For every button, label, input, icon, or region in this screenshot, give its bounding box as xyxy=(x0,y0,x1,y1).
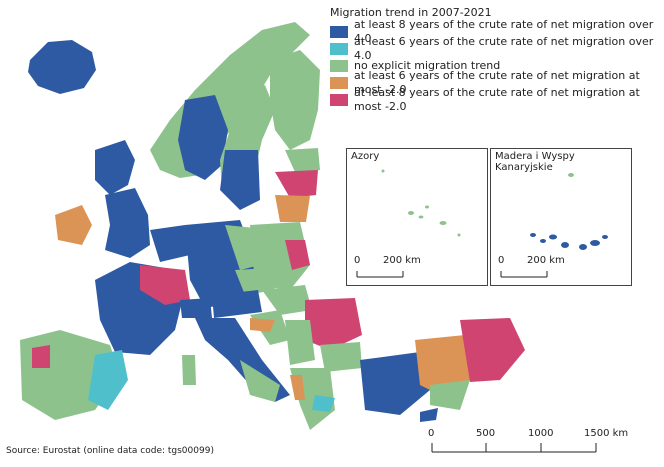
map-legend: Migration trend in 2007-2021 at least 8 … xyxy=(330,6,664,113)
inset-canaries-islands xyxy=(500,173,608,278)
inset-title: Madera i Wyspy Kanaryjskie xyxy=(495,151,575,173)
source-note: Source: Eurostat (online data code: tgs0… xyxy=(6,446,214,456)
region-norway-south xyxy=(178,95,228,180)
region-attica xyxy=(312,395,335,412)
region-serbia xyxy=(285,320,315,365)
region-iceland xyxy=(28,40,96,94)
region-poland-east xyxy=(285,240,310,270)
region-ireland xyxy=(55,205,92,245)
region-finland xyxy=(270,50,320,150)
region-turkey-south xyxy=(430,380,470,410)
legend-swatch xyxy=(330,42,348,55)
region-czechia xyxy=(235,268,275,295)
scale-label-0: 0 xyxy=(428,428,435,439)
legend-item: at least 6 years of the crute rate of ne… xyxy=(330,35,664,62)
inset-azores: Azory 0 200 km xyxy=(346,148,488,286)
region-spain-east xyxy=(88,350,128,410)
legend-swatch xyxy=(330,59,348,72)
region-turkey-central xyxy=(415,335,470,395)
region-turkey-west xyxy=(360,352,430,415)
region-estonia xyxy=(285,148,320,172)
region-bulgaria xyxy=(320,342,362,372)
legend-swatch xyxy=(330,25,348,38)
inset-scale-zero: 0 xyxy=(498,255,505,266)
legend-item: at least 8 years of the crute rate of ne… xyxy=(330,18,664,45)
legend-item: at least 8 years of the crute rate of ne… xyxy=(330,86,664,113)
inset-scale-label: 200 km xyxy=(527,255,565,266)
legend-swatch xyxy=(330,93,348,106)
scale-label-1000: 1000 xyxy=(528,428,554,439)
legend-title: Migration trend in 2007-2021 xyxy=(330,6,492,19)
region-uk-england xyxy=(105,188,150,258)
legend-label: at least 6 years of the crute rate of ne… xyxy=(354,34,654,62)
region-portugal-north xyxy=(32,345,50,368)
region-france-east xyxy=(140,265,190,305)
inset-scale-zero: 0 xyxy=(354,255,361,266)
legend-item: at least 6 years of the crute rate of ne… xyxy=(330,69,664,96)
region-italy-south xyxy=(240,360,280,402)
region-lithuania xyxy=(275,195,310,222)
inset-azores-islands xyxy=(356,169,461,278)
inset-scale-label: 200 km xyxy=(383,255,421,266)
region-croatia-coast xyxy=(250,318,275,332)
scale-label-1500: 1500 km xyxy=(584,428,629,439)
legend-label: at least 8 years of the crute rate of ne… xyxy=(354,85,640,113)
region-hungary xyxy=(262,285,312,315)
region-uk-scotland xyxy=(95,140,135,195)
region-latvia xyxy=(275,170,318,198)
region-sardinia xyxy=(182,355,196,385)
region-turkey-east xyxy=(460,318,525,382)
region-switzerland xyxy=(180,298,212,318)
inset-title: Azory xyxy=(351,151,380,162)
region-greece-west xyxy=(290,375,305,400)
legend-label: at least 6 years of the crute rate of ne… xyxy=(354,68,640,96)
inset-madeira-canaries: Madera i Wyspy Kanaryjskie 0 200 km xyxy=(490,148,632,286)
region-romania xyxy=(305,298,362,350)
region-austria xyxy=(212,290,262,318)
legend-label: at least 8 years of the crute rate of ne… xyxy=(354,17,654,45)
legend-label: no explicit migration trend xyxy=(354,58,501,72)
region-cyprus xyxy=(420,408,438,422)
region-sweden-south xyxy=(220,150,260,210)
region-benelux xyxy=(150,225,190,262)
legend-swatch xyxy=(330,76,348,89)
scale-label-500: 500 xyxy=(476,428,496,439)
legend-item: no explicit migration trend xyxy=(330,58,664,73)
